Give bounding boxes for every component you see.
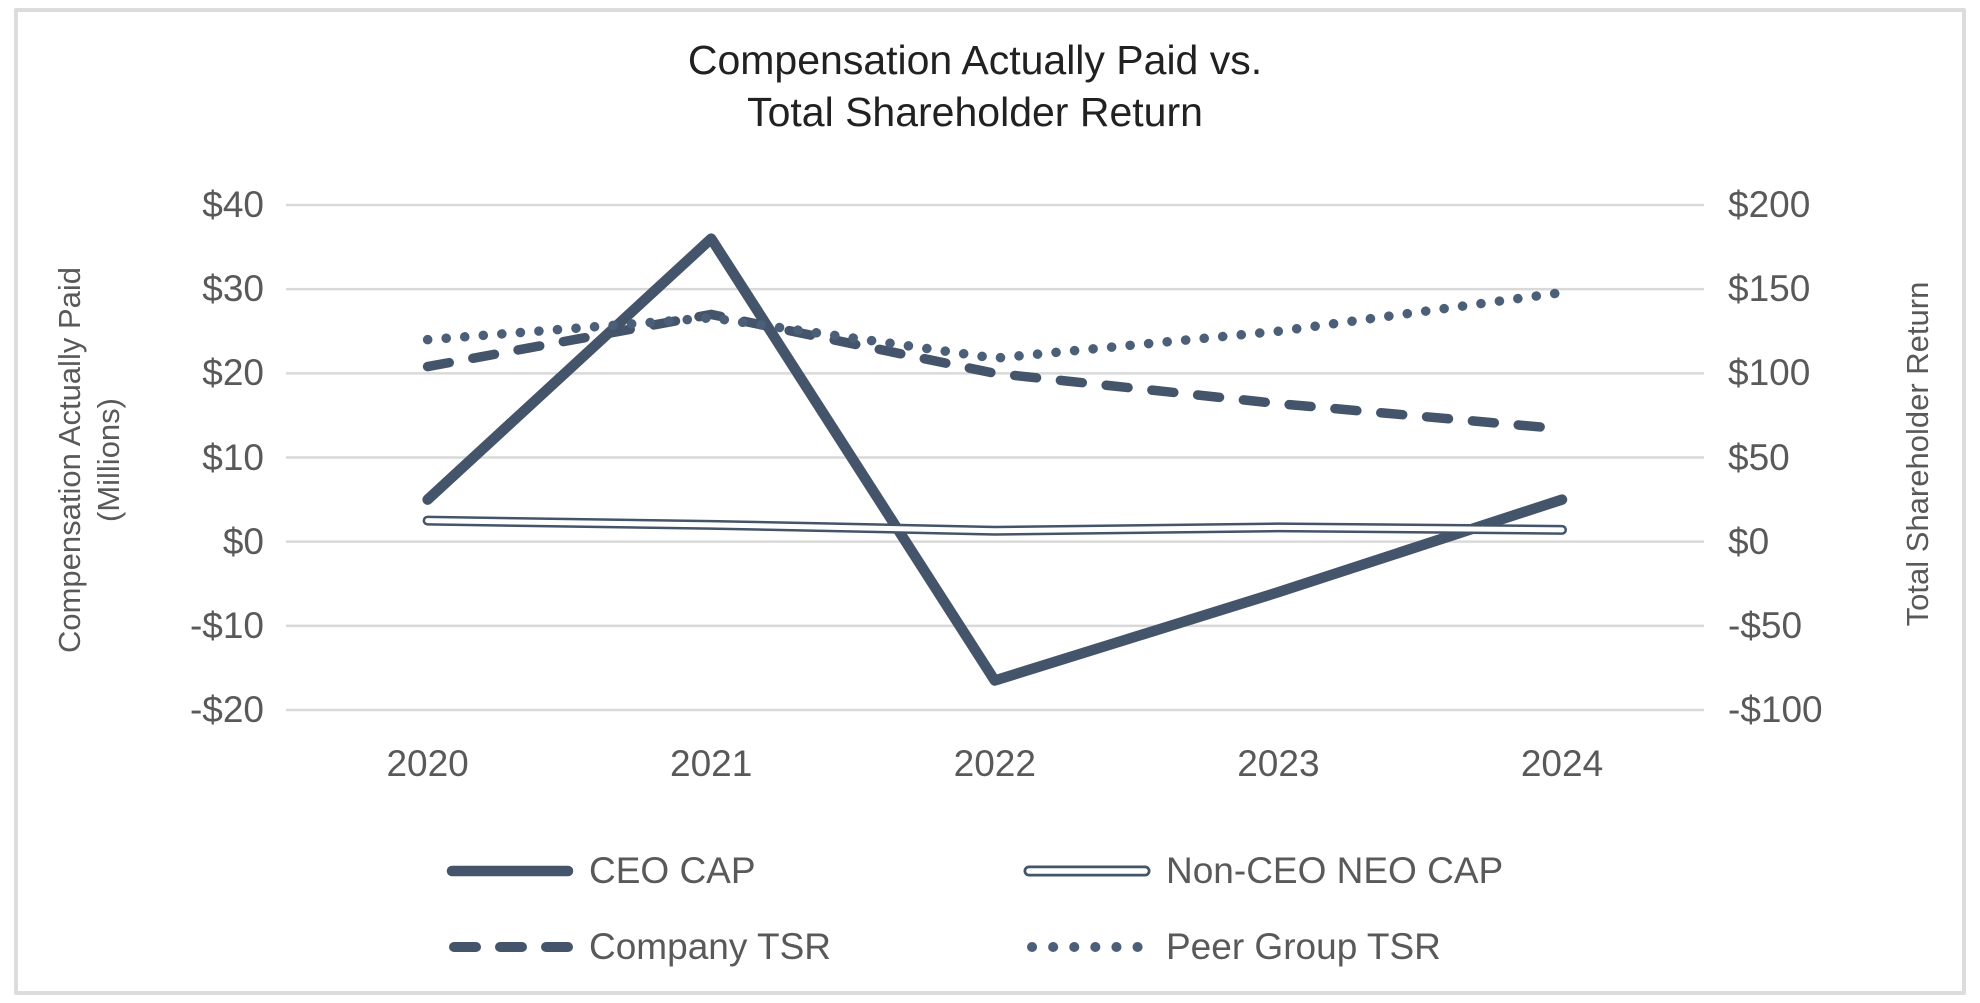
left-axis-tick: -$10 — [189, 604, 264, 646]
left-axis-tick: -$20 — [189, 689, 264, 730]
x-axis-label: 2024 — [1520, 743, 1604, 784]
legend-label-peer-group-tsr: Peer Group TSR — [1166, 926, 1441, 967]
right-axis-tick: $150 — [1728, 268, 1811, 310]
x-axis-label: 2022 — [953, 743, 1036, 784]
legend-item-peer-group-tsr: Peer Group TSR — [1022, 926, 1441, 968]
series-line-ceo-cap — [422, 233, 1568, 686]
legend-swatch-company-tsr — [449, 942, 575, 952]
chart-title: Compensation Actually Paid vs. Total Sha… — [0, 34, 1950, 138]
x-axis-label: 2020 — [386, 743, 469, 784]
right-axis-tick: $0 — [1728, 520, 1770, 562]
right-axis-tick: -$100 — [1728, 689, 1823, 730]
left-axis-tick: $10 — [202, 436, 264, 478]
chart-title-line2: Total Shareholder Return — [747, 89, 1203, 135]
series-line-peer-group-tsr — [422, 287, 1567, 363]
legend-item-non-ceo-neo-cap: Non-CEO NEO CAP — [1022, 850, 1503, 892]
legend-label-non-ceo-neo-cap: Non-CEO NEO CAP — [1166, 850, 1504, 891]
chart-title-line1: Compensation Actually Paid vs. — [687, 37, 1263, 83]
legend-label-company-tsr: Company TSR — [589, 926, 831, 967]
left-axis-tick: $0 — [222, 520, 264, 562]
right-axis-tick: $100 — [1728, 352, 1811, 394]
x-axis-label: 2021 — [670, 743, 753, 784]
legend-swatch-peer-group-tsr — [1027, 942, 1149, 952]
left-axis-tick: $40 — [202, 184, 264, 225]
right-axis-tick: $50 — [1728, 436, 1790, 478]
legend-item-company-tsr: Company TSR — [445, 926, 831, 968]
left-axis-tick: $20 — [202, 352, 264, 394]
series-line-non-ceo-neo-cap — [425, 518, 1565, 534]
left-axis-title-line1: Compensation Actually Paid — [52, 267, 87, 654]
left-axis-tick: $30 — [202, 268, 264, 310]
legend-swatch-non-ceo-neo-cap — [1023, 865, 1151, 877]
right-axis-tick: -$50 — [1728, 604, 1803, 646]
legend-swatch-ceo-cap — [446, 865, 574, 877]
legend-item-ceo-cap: CEO CAP — [445, 850, 756, 892]
right-axis-tick: $200 — [1728, 184, 1811, 225]
legend-label-ceo-cap: CEO CAP — [589, 850, 756, 891]
x-axis-label: 2023 — [1237, 743, 1320, 784]
series-line-company-tsr — [422, 309, 1567, 434]
